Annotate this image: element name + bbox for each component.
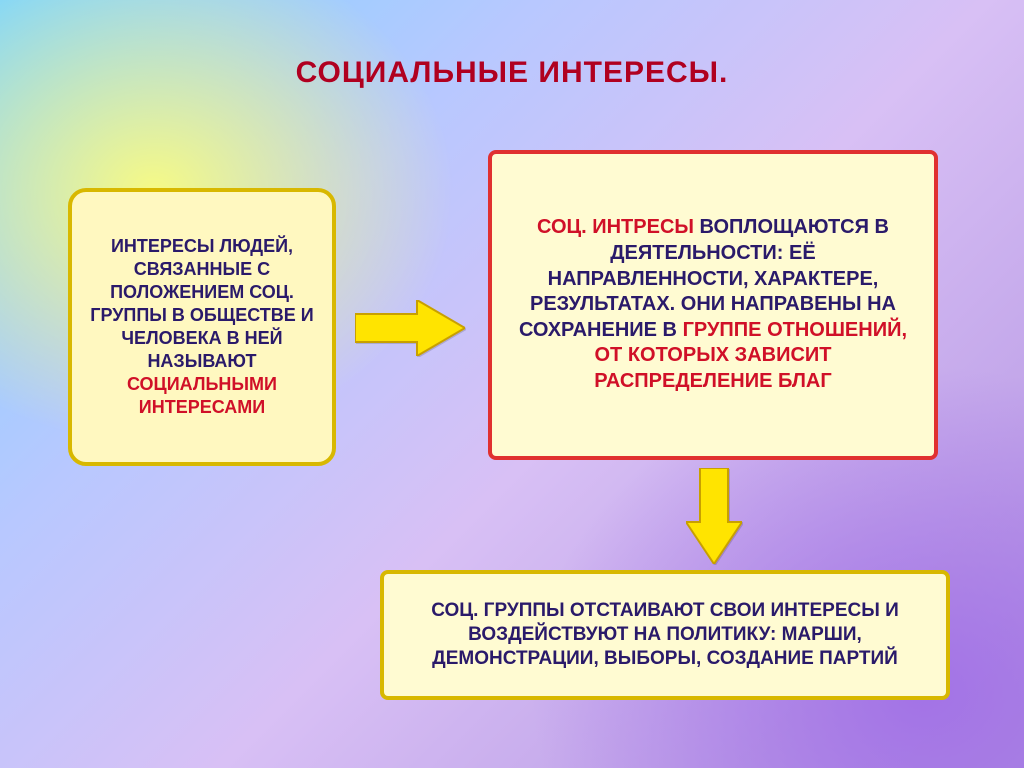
result-text: СОЦ. ГРУППЫ ОТСТАИВАЮТ СВОИ ИНТЕРЕСЫ И В…	[406, 599, 924, 672]
explanation-box: СОЦ. ИНТРЕСЫ ВОПЛОЩАЮТСЯ В ДЕЯТЕЛЬНОСТИ:…	[488, 150, 938, 460]
explanation-highlight-1: СОЦ. ИНТРЕСЫ	[537, 216, 700, 238]
definition-text: ИНТЕРЕСЫ ЛЮДЕЙ, СВЯЗАННЫЕ С ПОЛОЖЕНИЕМ С…	[90, 236, 313, 371]
arrow-right-icon	[355, 300, 465, 356]
definition-highlight: СОЦИАЛЬНЫМИ ИНТЕРЕСАМИ	[127, 374, 277, 417]
result-box: СОЦ. ГРУППЫ ОТСТАИВАЮТ СВОИ ИНТЕРЕСЫ И В…	[380, 570, 950, 700]
arrow-down-icon	[686, 468, 742, 564]
slide-title: СОЦИАЛЬНЫЕ ИНТЕРЕСЫ.	[0, 56, 1024, 90]
definition-box: ИНТЕРЕСЫ ЛЮДЕЙ, СВЯЗАННЫЕ С ПОЛОЖЕНИЕМ С…	[68, 188, 336, 466]
